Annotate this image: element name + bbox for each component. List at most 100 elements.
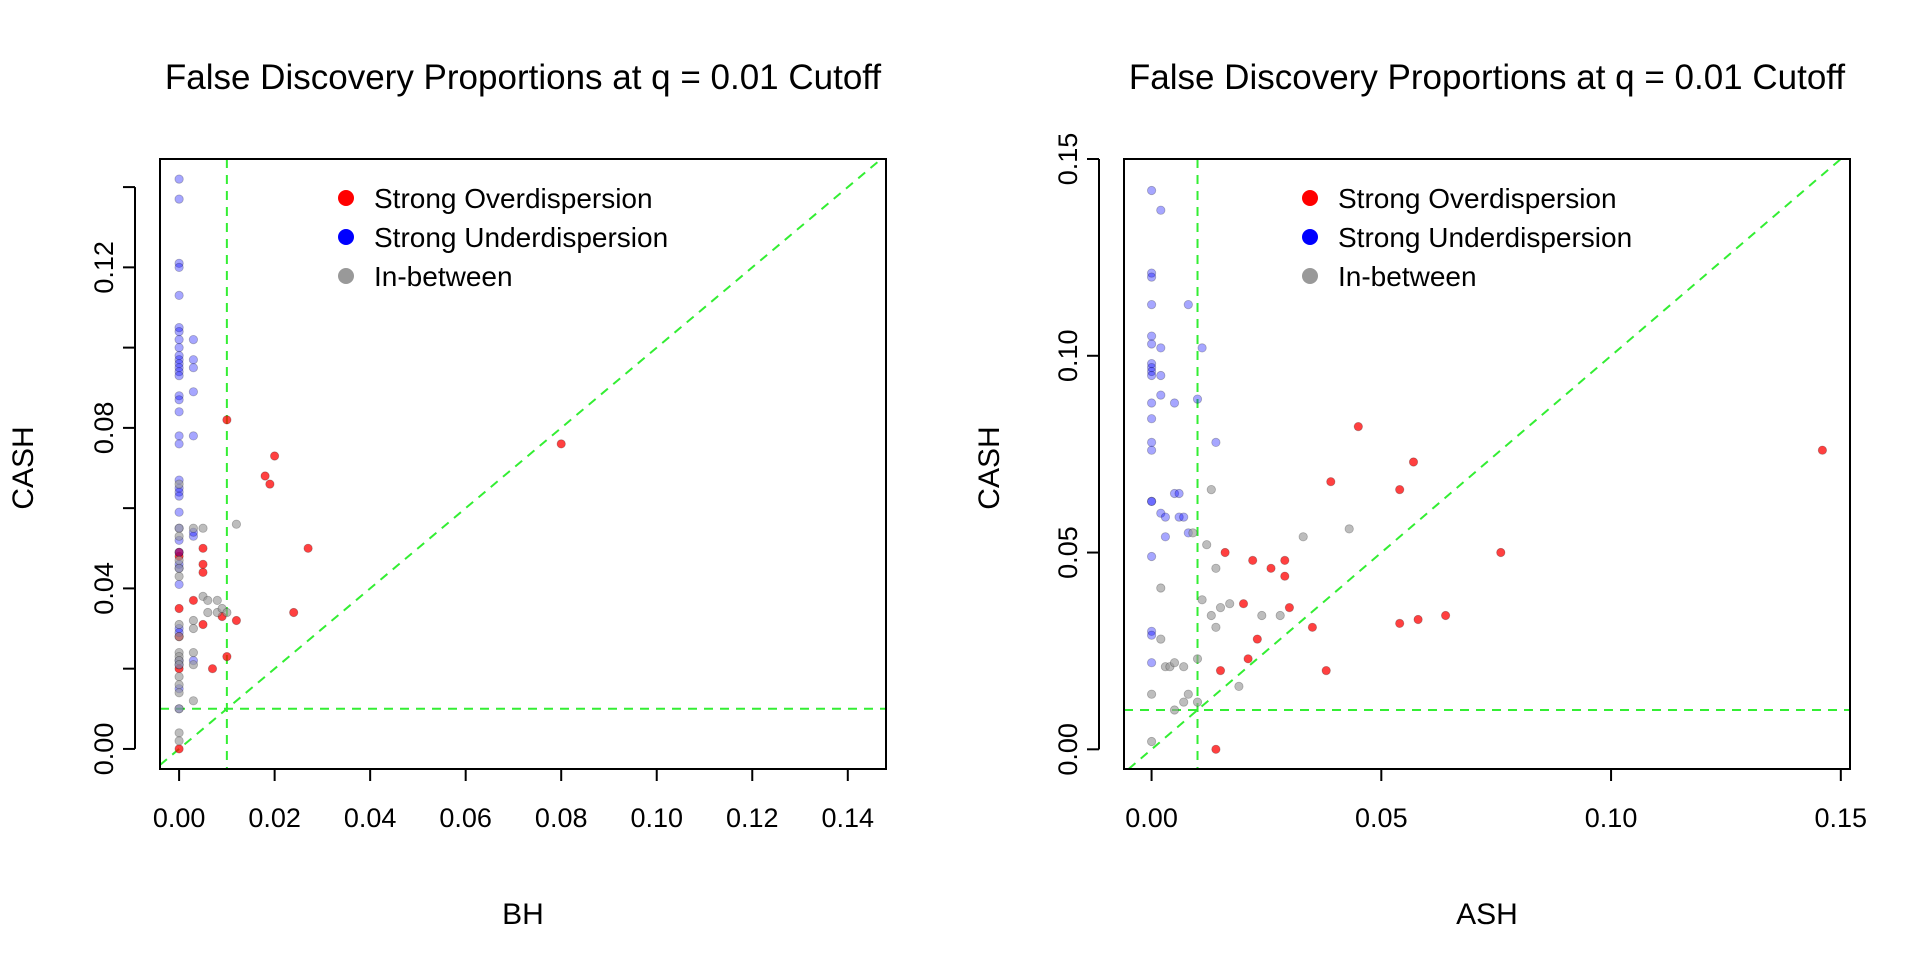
point-in-between bbox=[174, 728, 184, 738]
point-strong-overdispersion bbox=[231, 615, 241, 626]
point-in-between bbox=[174, 672, 184, 682]
point-strong-underdispersion bbox=[174, 491, 184, 501]
point-in-between bbox=[1147, 736, 1157, 747]
point-in-between bbox=[222, 607, 232, 618]
point-strong-underdispersion bbox=[174, 359, 184, 369]
point-strong-overdispersion bbox=[260, 471, 270, 481]
legend-marker-in-between bbox=[338, 268, 354, 284]
data-points bbox=[174, 174, 566, 754]
reference-lines bbox=[1124, 158, 1850, 770]
point-in-between bbox=[1188, 528, 1198, 538]
point-in-between bbox=[1183, 689, 1193, 699]
y-tick-label: 0.10 bbox=[1053, 329, 1083, 382]
point-strong-underdispersion bbox=[1211, 437, 1221, 447]
point-in-between bbox=[1147, 689, 1157, 699]
x-tick-label: 0.04 bbox=[344, 803, 397, 833]
point-strong-overdispersion bbox=[222, 415, 232, 425]
point-strong-underdispersion bbox=[1147, 626, 1157, 636]
x-tick-label: 0.00 bbox=[153, 803, 206, 833]
point-strong-overdispersion bbox=[1817, 445, 1828, 455]
point-in-between bbox=[174, 523, 184, 533]
chart-panel-bh: False Discovery Proportions at q = 0.01 … bbox=[7, 58, 887, 931]
x-axis: 0.00 0.05 0.10 0.15 bbox=[1125, 768, 1868, 833]
point-strong-underdispersion bbox=[174, 579, 184, 590]
legend-label-overdispersion: Strong Overdispersion bbox=[1338, 183, 1617, 214]
point-strong-underdispersion bbox=[1147, 299, 1157, 310]
point-in-between bbox=[174, 563, 184, 573]
chart-panel-ash: False Discovery Proportions at q = 0.01 … bbox=[973, 58, 1867, 931]
x-tick-label: 0.14 bbox=[822, 803, 875, 833]
point-in-between bbox=[188, 623, 198, 634]
point-strong-overdispersion bbox=[1211, 744, 1221, 754]
point-in-between bbox=[1206, 610, 1216, 621]
point-in-between bbox=[212, 595, 222, 606]
point-in-between bbox=[174, 619, 184, 630]
point-strong-overdispersion bbox=[1215, 665, 1226, 676]
point-strong-underdispersion bbox=[1160, 532, 1171, 542]
point-strong-overdispersion bbox=[207, 664, 218, 674]
x-tick-label: 0.12 bbox=[726, 803, 779, 833]
point-in-between bbox=[174, 571, 184, 582]
point-strong-overdispersion bbox=[265, 479, 275, 489]
x-axis-title: ASH bbox=[1456, 898, 1518, 931]
point-strong-overdispersion bbox=[556, 439, 566, 449]
point-strong-underdispersion bbox=[188, 363, 198, 373]
point-in-between bbox=[174, 680, 184, 690]
point-strong-underdispersion bbox=[1147, 370, 1157, 381]
point-strong-overdispersion bbox=[269, 451, 280, 461]
point-strong-overdispersion bbox=[1395, 618, 1405, 629]
point-in-between bbox=[188, 647, 198, 658]
point-in-between bbox=[1344, 524, 1354, 534]
point-strong-underdispersion bbox=[188, 387, 198, 397]
point-strong-underdispersion bbox=[1156, 205, 1166, 215]
point-strong-overdispersion bbox=[198, 543, 208, 553]
point-in-between bbox=[174, 531, 184, 541]
point-strong-underdispersion bbox=[1156, 508, 1166, 518]
point-strong-underdispersion bbox=[1147, 414, 1157, 424]
point-strong-underdispersion bbox=[1147, 185, 1157, 196]
point-in-between bbox=[174, 479, 184, 489]
point-strong-underdispersion bbox=[1147, 551, 1157, 562]
x-tick-label: 0.08 bbox=[535, 803, 588, 833]
y-tick-label: 0.12 bbox=[89, 241, 119, 294]
point-in-between bbox=[174, 660, 184, 670]
x-tick-label: 0.15 bbox=[1815, 803, 1868, 833]
point-in-between bbox=[188, 660, 198, 670]
point-in-between bbox=[174, 631, 184, 642]
legend-label-in-between: In-between bbox=[374, 261, 513, 292]
x-tick-label: 0.06 bbox=[439, 803, 492, 833]
point-strong-overdispersion bbox=[1441, 610, 1451, 621]
point-strong-underdispersion bbox=[174, 355, 184, 365]
point-strong-overdispersion bbox=[1248, 555, 1258, 566]
point-strong-overdispersion bbox=[1280, 555, 1290, 566]
data-points bbox=[1147, 185, 1828, 754]
y-axis: 0.00 0.04 0.08 0.12 bbox=[89, 186, 136, 775]
point-strong-overdispersion bbox=[198, 559, 208, 569]
point-strong-underdispersion bbox=[174, 391, 184, 401]
point-in-between bbox=[174, 688, 184, 698]
point-in-between bbox=[1156, 634, 1166, 644]
point-strong-overdispersion bbox=[174, 603, 184, 614]
y-axis-title: CASH bbox=[7, 426, 40, 509]
point-strong-underdispersion bbox=[1169, 488, 1180, 499]
point-strong-underdispersion bbox=[174, 395, 184, 405]
point-strong-underdispersion bbox=[1174, 488, 1184, 499]
point-strong-underdispersion bbox=[1156, 343, 1166, 353]
point-in-between bbox=[1257, 610, 1267, 621]
legend-label-underdispersion: Strong Underdispersion bbox=[374, 222, 668, 253]
point-strong-overdispersion bbox=[1243, 654, 1253, 664]
x-tick-label: 0.05 bbox=[1355, 803, 1408, 833]
chart-title: False Discovery Proportions at q = 0.01 … bbox=[165, 58, 882, 97]
point-strong-overdispersion bbox=[289, 607, 299, 618]
legend-label-underdispersion: Strong Underdispersion bbox=[1338, 222, 1632, 253]
point-strong-overdispersion bbox=[198, 567, 208, 578]
point-strong-underdispersion bbox=[1147, 362, 1157, 373]
y-tick-label: 0.05 bbox=[1053, 526, 1083, 579]
point-in-between bbox=[1192, 697, 1203, 707]
point-strong-underdispersion bbox=[174, 547, 184, 557]
y-tick-label: 0.08 bbox=[89, 402, 119, 455]
point-strong-underdispersion bbox=[1192, 394, 1203, 404]
point-in-between bbox=[1215, 602, 1226, 613]
point-strong-underdispersion bbox=[1197, 343, 1207, 353]
